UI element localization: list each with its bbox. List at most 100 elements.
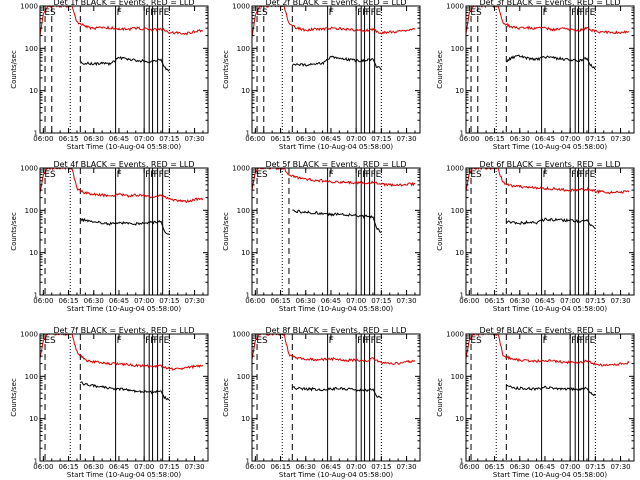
y-tick-label: 100 [25, 45, 38, 53]
y-tick-label: 1000 [232, 3, 250, 11]
flag-label: F [150, 170, 155, 180]
flag-label: F [362, 336, 367, 346]
plot-frame [39, 333, 209, 462]
y-tick-label: 1000 [446, 331, 464, 339]
flag-label: F [543, 8, 548, 18]
x-tick-label: 07:30 [610, 463, 630, 471]
flag-label: ES [256, 170, 268, 180]
x-tick-label: 06:30 [296, 135, 316, 143]
flag-label: F [145, 170, 150, 180]
x-tick-label: 06:00 [459, 135, 479, 143]
series-events-line [79, 55, 170, 72]
flag-label: F [329, 170, 334, 180]
plot-area [40, 168, 204, 295]
x-tick-label: 06:45 [109, 135, 129, 143]
y-axis-label: Counts/sec [222, 378, 230, 417]
flag-label: F [357, 336, 362, 346]
series-lld-line [252, 334, 416, 366]
panel-title: Det 7f BLACK = Events, RED = LLD [53, 326, 194, 335]
x-tick-label: 07:15 [159, 297, 179, 305]
x-tick-label: 06:00 [33, 463, 53, 471]
flag-label: E [164, 8, 170, 18]
flag-label: E [164, 336, 170, 346]
y-tick-label: 100 [237, 45, 250, 53]
series-events-line [291, 55, 382, 70]
y-axis-label: Counts/sec [436, 212, 444, 251]
x-axis-label: Start Time (10-Aug-04 05:58:00) [279, 143, 393, 151]
flag-label: F [371, 8, 376, 18]
y-tick-label: 10 [455, 87, 464, 95]
plot-area [252, 168, 416, 295]
flag-label: E [376, 8, 382, 18]
plot-frame [251, 333, 421, 462]
x-tick-label: 06:30 [296, 297, 316, 305]
y-tick-label: 1000 [232, 331, 250, 339]
x-tick-label: 07:00 [560, 463, 580, 471]
panel-title: Det 6f BLACK = Events, RED = LLD [479, 160, 620, 169]
panel-title: Det 3f BLACK = Events, RED = LLD [479, 0, 620, 7]
flag-label: F [543, 336, 548, 346]
y-tick-label: 1 [34, 458, 38, 466]
x-tick-label: 07:15 [371, 135, 391, 143]
x-tick-label: 07:15 [585, 297, 605, 305]
y-tick-label: 10 [29, 249, 38, 257]
x-tick-label: 06:15 [58, 297, 78, 305]
y-axis-label: Counts/sec [10, 212, 18, 251]
x-tick-label: 06:30 [510, 463, 530, 471]
plot-frame [251, 167, 421, 296]
x-tick-label: 06:30 [84, 135, 104, 143]
flag-label: E [376, 170, 382, 180]
flag-label: F [154, 336, 159, 346]
plot-frame [39, 167, 209, 296]
flag-label: F [329, 8, 334, 18]
flag-label: F [117, 336, 122, 346]
flag-label: ES [256, 336, 268, 346]
x-tick-label: 07:30 [396, 297, 416, 305]
x-tick-label: 07:15 [585, 463, 605, 471]
plot-area [40, 334, 204, 461]
plot-frame [39, 5, 209, 134]
series-events-line [506, 54, 596, 70]
x-tick-label: 07:30 [610, 135, 630, 143]
y-tick-label: 10 [29, 87, 38, 95]
y-tick-label: 100 [451, 45, 464, 53]
flag-label: F [357, 8, 362, 18]
x-tick-label: 06:00 [33, 135, 53, 143]
y-axis-label: Counts/sec [222, 50, 230, 89]
flag-label: ES [44, 170, 56, 180]
flag-label: E [590, 170, 596, 180]
flag-label: ES [44, 8, 56, 18]
flag-label: F [580, 8, 585, 18]
y-tick-label: 10 [241, 415, 250, 423]
flag-label: F [576, 170, 581, 180]
x-axis-label: Start Time (10-Aug-04 05:58:00) [279, 305, 393, 313]
y-axis-label: Counts/sec [10, 378, 18, 417]
plot-frame [251, 5, 421, 134]
flag-label: F [159, 170, 164, 180]
series-events-line [79, 381, 170, 401]
series-lld-line [40, 6, 204, 36]
flag-label: E [164, 170, 170, 180]
y-tick-label: 10 [241, 249, 250, 257]
series-events-line [80, 217, 170, 235]
series-lld-line [252, 168, 416, 191]
x-tick-label: 07:30 [184, 297, 204, 305]
flag-label: F [571, 336, 576, 346]
x-tick-label: 07:00 [134, 135, 154, 143]
series-events-line [506, 384, 596, 397]
y-tick-label: 1000 [20, 3, 38, 11]
y-tick-label: 10 [241, 87, 250, 95]
x-axis-label: Start Time (10-Aug-04 05:58:00) [279, 471, 393, 479]
plot-area [466, 334, 630, 461]
flag-label: E [376, 336, 382, 346]
plot-area [252, 6, 416, 133]
x-axis-label: Start Time (10-Aug-04 05:58:00) [67, 471, 181, 479]
y-tick-label: 1 [460, 458, 464, 466]
y-tick-label: 1 [34, 130, 38, 138]
x-tick-label: 07:30 [396, 135, 416, 143]
